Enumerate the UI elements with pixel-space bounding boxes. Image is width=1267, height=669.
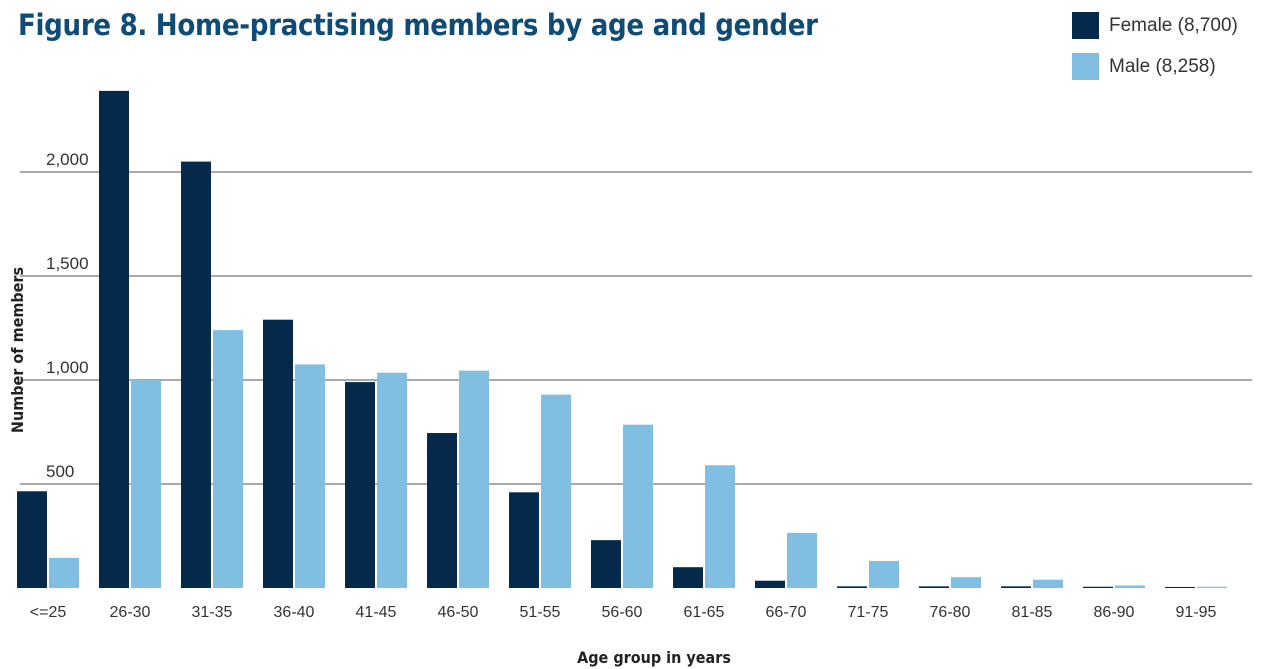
- bar-female-91-95: [1165, 586, 1195, 588]
- bar-male-71-75: [869, 560, 899, 588]
- bar-female-71-75: [837, 586, 867, 588]
- y-axis-title: Number of members: [8, 267, 27, 433]
- x-tick-label-46-50: 46-50: [438, 604, 479, 621]
- bars: [17, 90, 1227, 588]
- x-tick-label-31-35: 31-35: [192, 604, 233, 621]
- x-tick-label-91-95: 91-95: [1176, 604, 1217, 621]
- x-tick-label-66-70: 66-70: [766, 604, 807, 621]
- x-tick-label-26-30: 26-30: [110, 604, 151, 621]
- bar-female-76-80: [919, 586, 949, 588]
- bar-male-86-90: [1115, 585, 1145, 588]
- bar-male-31-35: [213, 330, 243, 588]
- x-tick-label-61-65: 61-65: [684, 604, 725, 621]
- x-tick-label-76-80: 76-80: [930, 604, 971, 621]
- y-axis-ticks: 500 1,000 1,500 2,000: [46, 150, 89, 481]
- bar-female-25: [17, 491, 47, 588]
- bar-male-41-45: [377, 372, 407, 588]
- legend-item-female: Female (8,700): [1072, 12, 1238, 39]
- bar-female-51-55: [509, 492, 539, 588]
- legend: Female (8,700) Male (8,258): [1072, 12, 1238, 94]
- y-tick-label-1000: 1,000: [46, 358, 89, 377]
- legend-item-male: Male (8,258): [1072, 53, 1238, 80]
- bar-male-91-95: [1197, 586, 1227, 588]
- y-tick-label-500: 500: [46, 462, 74, 481]
- bar-female-46-50: [427, 433, 457, 588]
- bar-male-46-50: [459, 370, 489, 588]
- bar-male-56-60: [623, 424, 653, 588]
- x-tick-label-25: <=25: [30, 604, 67, 621]
- x-tick-label-71-75: 71-75: [848, 604, 889, 621]
- x-axis-title: Age group in years: [577, 648, 731, 667]
- x-tick-label-36-40: 36-40: [274, 604, 315, 621]
- bar-female-31-35: [181, 161, 211, 588]
- x-tick-label-51-55: 51-55: [520, 604, 561, 621]
- bar-female-26-30: [99, 90, 129, 588]
- bar-male-61-65: [705, 465, 735, 588]
- bar-female-61-65: [673, 567, 703, 588]
- chart-title: Figure 8. Home-practising members by age…: [18, 8, 818, 42]
- bar-male-81-85: [1033, 579, 1063, 588]
- legend-swatch-female: [1072, 12, 1099, 39]
- bar-male-76-80: [951, 577, 981, 588]
- x-tick-label-81-85: 81-85: [1012, 604, 1053, 621]
- bar-male-66-70: [787, 532, 817, 588]
- legend-label-male: Male (8,258): [1109, 55, 1216, 77]
- y-tick-label-2000: 2,000: [46, 150, 89, 169]
- bar-female-56-60: [591, 540, 621, 588]
- bar-female-81-85: [1001, 586, 1031, 588]
- bar-female-36-40: [263, 319, 293, 588]
- bar-male-26-30: [131, 380, 161, 588]
- bar-female-66-70: [755, 580, 785, 588]
- y-tick-label-1500: 1,500: [46, 254, 89, 273]
- x-axis-ticks: <=25 26-30 31-35 36-40 41-45 46-50 51-55 56-60 6…: [30, 604, 1217, 621]
- bar-male-51-55: [541, 394, 571, 588]
- bar-male-36-40: [295, 364, 325, 588]
- x-tick-label-56-60: 56-60: [602, 604, 643, 621]
- legend-swatch-male: [1072, 53, 1099, 80]
- bar-male-25: [49, 557, 79, 588]
- bar-female-41-45: [345, 382, 375, 588]
- legend-label-female: Female (8,700): [1109, 14, 1238, 36]
- bar-female-86-90: [1083, 586, 1113, 588]
- x-tick-label-86-90: 86-90: [1094, 604, 1135, 621]
- x-tick-label-41-45: 41-45: [356, 604, 397, 621]
